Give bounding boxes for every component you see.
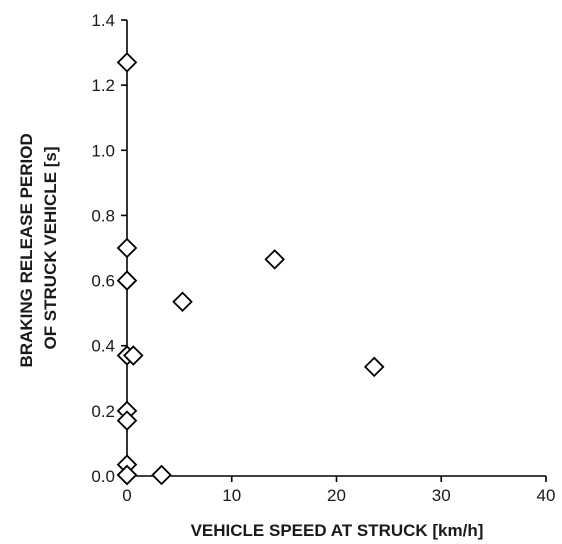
y-axis-ticks: 0.0 0.2 0.4 0.6 0.8 1.0 1.2 1.4 <box>91 11 127 486</box>
data-point-diamond <box>172 291 193 313</box>
y-tick-label: 0.6 <box>91 272 115 291</box>
x-axis-title: VEHICLE SPEED AT STRUCK [km/h] <box>191 521 484 540</box>
y-axis-title: BRAKING RELEASE PERIOD OF STRUCK VEHICLE… <box>17 129 60 368</box>
x-axis-ticks: 0 10 20 30 40 <box>122 476 555 505</box>
data-point-diamond <box>116 270 138 291</box>
y-tick-label: 0.8 <box>91 206 115 225</box>
data-point-diamond <box>264 249 285 270</box>
data-point-diamond <box>116 464 138 486</box>
y-tick-label: 0.4 <box>91 337 115 356</box>
y-tick-label: 0.0 <box>91 467 115 486</box>
y-tick-label: 1.2 <box>91 76 115 95</box>
x-tick-label: 10 <box>222 486 241 505</box>
x-tick-label: 0 <box>122 486 131 505</box>
data-point-diamond <box>116 237 138 259</box>
x-tick-label: 20 <box>327 486 346 505</box>
data-point-diamond <box>363 356 385 378</box>
y-axis-title-line-1: BRAKING RELEASE PERIOD <box>17 133 36 367</box>
y-tick-label: 1.4 <box>91 11 115 30</box>
data-point-diamond <box>116 410 138 431</box>
data-point-diamond <box>116 52 138 73</box>
x-tick-label: 30 <box>432 486 451 505</box>
data-points <box>116 52 385 486</box>
y-axis-title-line-2: OF STRUCK VEHICLE [s] <box>41 146 60 349</box>
y-tick-label: 0.2 <box>91 402 115 421</box>
x-tick-label: 40 <box>537 486 556 505</box>
data-point-diamond <box>123 345 144 366</box>
y-tick-label: 1.0 <box>91 141 115 160</box>
data-point-diamond <box>151 464 172 486</box>
